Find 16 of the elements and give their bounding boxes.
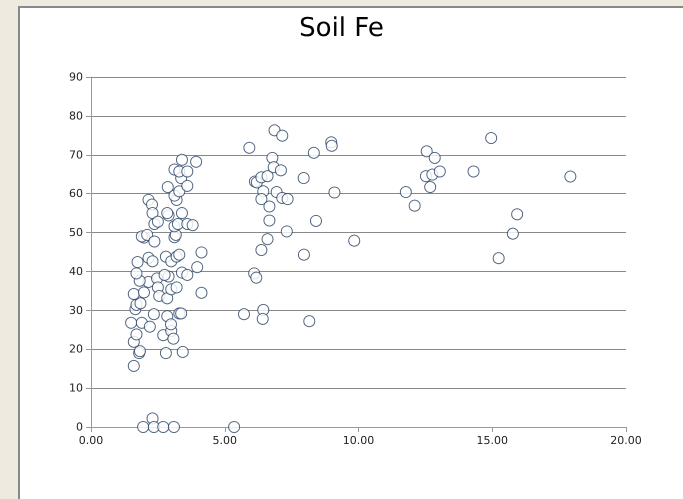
x-tick-label: 20.00 <box>610 434 642 447</box>
x-tick-label: 5.00 <box>212 434 237 447</box>
x-tick-label: 10.00 <box>342 434 374 447</box>
x-tick-label: 15.00 <box>476 434 508 447</box>
y-tick-label: 20 <box>69 342 83 356</box>
y-tick-label: 70 <box>69 148 83 162</box>
y-tick-label: 40 <box>69 264 83 278</box>
y-tick-label: 0 <box>76 420 83 434</box>
y-tick-label: 80 <box>69 109 83 122</box>
chart-title: Soil Fe <box>299 13 384 43</box>
y-tick-label: 50 <box>69 226 83 240</box>
y-tick-label: 90 <box>69 70 83 84</box>
x-tick-label: 0.00 <box>78 434 104 447</box>
y-tick-label: 10 <box>69 382 83 395</box>
y-tick-label: 30 <box>69 304 83 317</box>
y-tick-label: 60 <box>69 187 83 200</box>
